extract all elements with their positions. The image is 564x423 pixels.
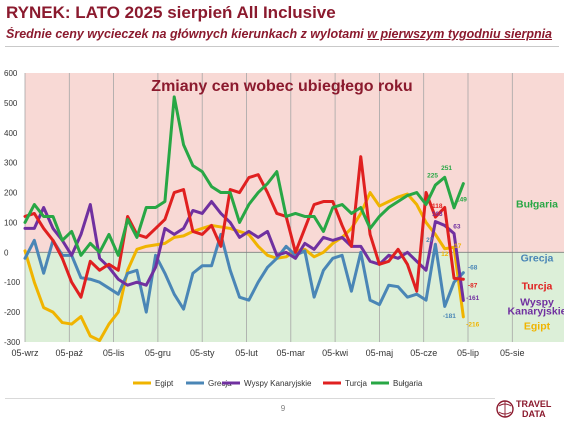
y-tick-0: 0 [4,248,9,257]
logo-text-data: DATA [522,409,546,419]
right-label-grecja: Grecja [521,252,554,264]
x-tick-05-gru: 05-gru [145,348,171,358]
data-label-turcja-minus-87: -87 [468,282,478,289]
series-line-grecja [23,232,465,314]
logo-text-travel: TRAVEL [516,399,552,409]
x-tick-05-cze: 05-cze [410,348,437,358]
y-tick-400: 400 [4,129,18,138]
x-tick-05-wrz: 05-wrz [11,348,39,358]
legend-label-wyspy-kanaryjskie: Wyspy Kanaryjskie [244,379,312,388]
data-label-wyspy-kanaryjskie-minus-161: -161 [466,295,479,302]
chart-title: Zmiany cen wobec ubiegłego roku [151,78,412,95]
positive-band [25,73,564,253]
x-tick-05-mar: 05-mar [277,348,306,358]
y-tick-minus-200: -200 [4,308,21,317]
chart-legend: Egipt Grecja Wyspy Kanaryjskie Turcja Bułgar… [133,379,423,388]
page-number: 9 [280,404,286,413]
data-label-turcja-118: 118 [432,203,443,210]
legend-label-egipt: Egipt [155,379,174,388]
chart-bands [25,73,564,342]
x-tick-05-lis: 05-lis [103,348,125,358]
right-label-bulgaria: Bułgaria [516,199,558,211]
slide-subtitle: Średnie ceny wycieczek na głównych kieru… [6,27,558,41]
chart-series [23,95,465,343]
y-axis-ticks: -300 -200 -100 0 100 200 300 400 500 600 [4,69,21,347]
x-tick-05-maj: 05-maj [366,348,394,358]
data-label-grecja-minus-181: -181 [443,313,456,320]
x-tick-05-kwi: 05-kwi [322,348,348,358]
subtitle-underlined-text: w pierwszym tygodniu sierpnia [367,27,553,41]
data-label-bulgaria-251: 251 [441,165,452,172]
data-label-egipt-12: 12 [441,251,449,258]
y-tick-100: 100 [4,218,18,227]
right-label-egipt: Egipt [524,320,551,332]
right-label-turcja: Turcja [522,281,553,293]
legend-label-grecja: Grecja [208,379,232,388]
x-tick-05-lut: 05-lut [235,348,258,358]
x-axis-ticks: 05-wrz 05-paź 05-lis 05-gru 05-sty 05-lut 05-m… [11,348,524,358]
data-label-grecja-minus-68: -68 [468,264,478,271]
subtitle-text: Średnie ceny wycieczek na głównych kieru… [6,27,368,41]
data-label-egipt-minus-216: -216 [466,321,479,328]
y-tick-minus-300: -300 [4,338,21,347]
y-tick-200: 200 [4,189,18,198]
right-label-kanaryjskie: Kanaryjskie [508,306,564,318]
legend-label-bulgaria: Bułgaria [393,379,423,388]
x-tick-05-sie: 05-sie [500,348,525,358]
data-label-grecja-27: 27 [426,237,434,244]
slide-title: RYNEK: LATO 2025 sierpień All Inclusive [6,3,336,22]
travel-data-logo: TRAVEL DATA [496,399,552,419]
data-label-bulgaria-225: 225 [427,173,438,180]
data-label-bulgaria-149: 149 [456,197,467,204]
price-change-chart: Zmiany cen wobec ubiegłego roku -300 -200… [4,69,564,388]
data-label-egipt-17: 17 [454,243,462,250]
x-tick-05-lip: 05-lip [457,348,479,358]
x-tick-05-sty: 05-sty [190,348,215,358]
y-tick-300: 300 [4,159,18,168]
series-line-bulgaria [23,95,465,257]
legend-label-turcja: Turcja [345,379,367,388]
title-divider [5,46,559,47]
series-line-turcja [23,155,465,299]
data-label-wyspy-kanaryjskie-103: 103 [432,211,443,218]
footer-divider [5,398,495,399]
data-label-wyspy-kanaryjskie-63: 63 [453,223,461,230]
y-tick-minus-100: -100 [4,278,21,287]
y-tick-600: 600 [4,69,18,78]
x-tick-05-paz: 05-paź [56,348,84,358]
y-tick-500: 500 [4,99,18,108]
right-label-wyspy: Wyspy [520,297,554,309]
